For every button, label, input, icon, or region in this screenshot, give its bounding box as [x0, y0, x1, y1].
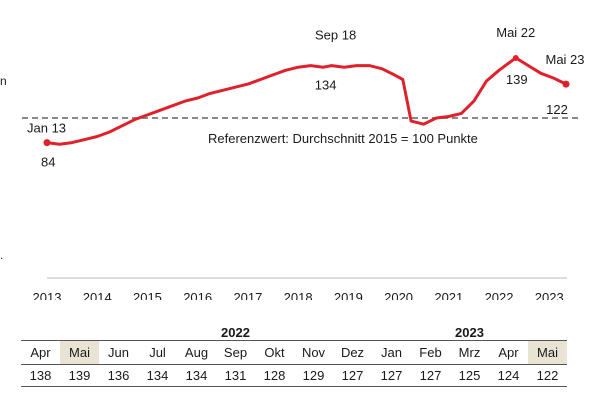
year-header-cell: 2023 [455, 325, 484, 340]
year-header-cell [255, 318, 294, 341]
annotation-label: Sep 18 [315, 28, 356, 43]
highlight-points [43, 54, 570, 147]
year-header-row: 2022 2023 [21, 318, 567, 341]
year-header-cell [528, 318, 567, 341]
month-cell: Jun [99, 340, 138, 365]
value-cell: 139 [60, 364, 99, 387]
series-line [46, 56, 567, 146]
year-header-cell [21, 318, 60, 341]
x-tick-label: 2023 [535, 290, 564, 300]
x-tick-label: 2018 [284, 290, 313, 300]
annotations: Jan 13 84 Sep 18 134 Mai 22 139 Mai 23 122 [27, 25, 585, 170]
month-cell: Okt [255, 340, 294, 365]
monthly-values-table: 2022 2023 Apr Mai Jun Jul Aug Sep Okt Nov Dez Jan F… [21, 318, 567, 387]
x-axis-ticks: 2013 2014 2015 2016 2017 2018 2019 2020 2021 2022… [33, 290, 564, 300]
value-cell: 134 [138, 364, 177, 387]
x-tick-label: 2014 [83, 290, 112, 300]
year-header-cell [489, 318, 528, 341]
value-cell: 122 [528, 364, 567, 387]
month-cell: Jul [138, 340, 177, 365]
endpoint-marker [562, 80, 570, 88]
year-header-cell [294, 318, 333, 341]
value-cell: 134 [177, 364, 216, 387]
value-cell: 129 [294, 364, 333, 387]
month-cell: Apr [489, 340, 528, 365]
x-tick-label: 2015 [133, 290, 162, 300]
year-header-cell [138, 318, 177, 341]
year-header-cell: 2022 [221, 325, 250, 340]
value-row: 138 139 136 134 134 131 128 129 127 127 127 125 124 1… [21, 364, 567, 387]
x-tick-label: 2016 [183, 290, 212, 300]
x-tick-label: 2017 [233, 290, 262, 300]
annotation-label: Jan 13 [27, 121, 66, 136]
value-cell: 127 [411, 364, 450, 387]
peak-marker [512, 54, 519, 61]
value-cell: 124 [489, 364, 528, 387]
endpoint-marker [43, 139, 51, 147]
value-cell: 127 [333, 364, 372, 387]
month-cell: Mrz [450, 340, 489, 365]
value-cell: 131 [216, 364, 255, 387]
month-cell: Mai [60, 340, 99, 365]
year-header-cell [60, 318, 99, 341]
annotation-label: Mai 22 [496, 25, 535, 40]
value-cell: 138 [21, 364, 60, 387]
month-cell: Mai [528, 340, 567, 365]
month-row: Apr Mai Jun Jul Aug Sep Okt Nov Dez Jan Feb Mrz Apr M… [21, 340, 567, 365]
line-chart: 2013 2014 2015 2016 2017 2018 2019 2020 2021 2022… [22, 25, 585, 300]
x-tick-label: 2021 [434, 290, 463, 300]
clipped-left-text: n [0, 74, 7, 88]
month-cell: Aug [177, 340, 216, 365]
month-cell: Nov [294, 340, 333, 365]
x-tick-label: 2020 [384, 290, 413, 300]
x-tick-label: 2019 [334, 290, 363, 300]
year-header-cell [372, 318, 411, 341]
value-cell: 136 [99, 364, 138, 387]
annotation-value: 122 [546, 102, 568, 117]
month-cell: Dez [333, 340, 372, 365]
year-header-cell [177, 318, 216, 341]
month-cell: Sep [216, 340, 255, 365]
reference-line-label: Referenzwert: Durchschnitt 2015 = 100 Pu… [208, 131, 478, 146]
year-header-cell [99, 318, 138, 341]
year-header-cell [411, 318, 450, 341]
year-header-cell [333, 318, 372, 341]
month-cell: Feb [411, 340, 450, 365]
value-cell: 125 [450, 364, 489, 387]
x-tick-label: 2013 [33, 290, 62, 300]
annotation-value: 139 [506, 72, 528, 87]
annotation-label: Mai 23 [545, 52, 584, 67]
clipped-left-mark: . [0, 248, 4, 262]
month-cell: Apr [21, 340, 60, 365]
annotation-value: 84 [41, 155, 55, 170]
annotation-value: 134 [315, 78, 337, 93]
value-cell: 127 [372, 364, 411, 387]
month-cell: Jan [372, 340, 411, 365]
value-cell: 128 [255, 364, 294, 387]
x-tick-label: 2022 [485, 290, 514, 300]
